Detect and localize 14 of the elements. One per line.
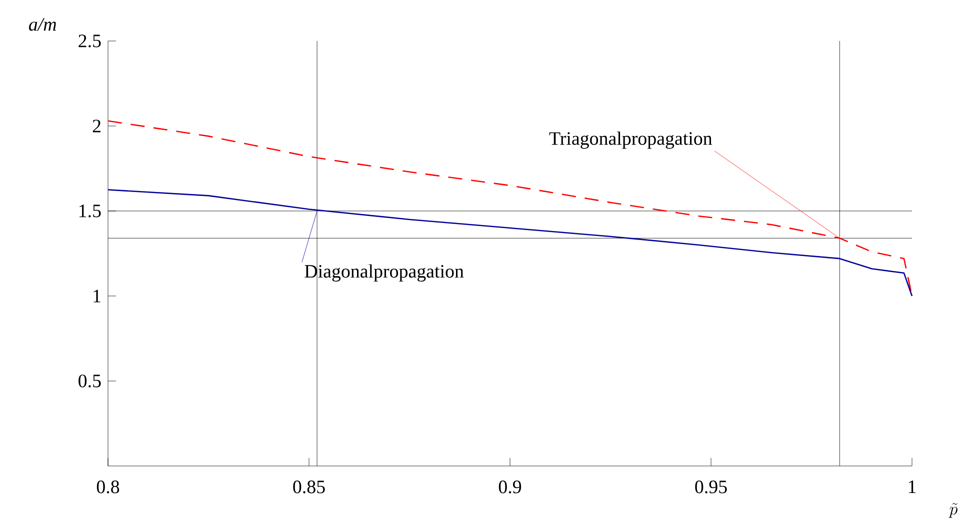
annotation: Diagonalpropagation	[304, 264, 464, 282]
x-tick-label: 1	[908, 480, 916, 493]
x-tick-label: 0.95	[695, 480, 727, 494]
y-axis-title: a/m	[28, 18, 56, 31]
y-tick-label: 1	[94, 290, 100, 302]
y-tick-label: 0.5	[78, 374, 101, 388]
x-axis-title: $\tilde{p}$	[948, 503, 958, 518]
x-tick-label: 0.85	[293, 480, 325, 494]
x-tick-label: 0.8	[96, 480, 120, 494]
y-tick-label: 2	[92, 120, 100, 132]
x-tick-label: 0.9	[498, 480, 522, 494]
annotation: Triagonalpropagation	[549, 132, 712, 149]
y-tick-label: 1.5	[79, 204, 101, 218]
y-tick-label: 2.5	[78, 34, 101, 48]
